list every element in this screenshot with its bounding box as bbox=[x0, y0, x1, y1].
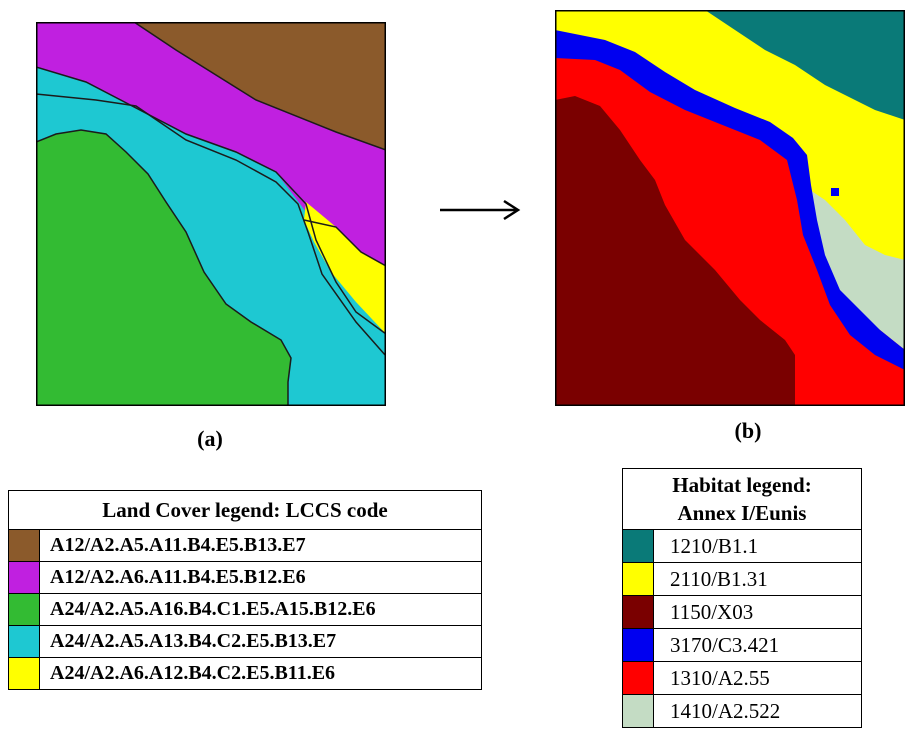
habitat-region-lightgreen bbox=[810, 190, 905, 350]
land-cover-region-magenta bbox=[36, 22, 386, 266]
legend-row: 3170/C3.421 bbox=[622, 628, 862, 662]
habitat-region-darkred bbox=[555, 96, 795, 406]
legend-swatch bbox=[622, 529, 654, 563]
habitat-legend-title-line1: Habitat legend: bbox=[672, 473, 812, 497]
caption-a: (a) bbox=[197, 426, 223, 451]
habitat-legend-title-line2: Annex I/Eunis bbox=[677, 501, 807, 525]
legend-swatch bbox=[8, 561, 40, 594]
habitat-legend: Habitat legend: Annex I/Eunis 1210/B1.1 … bbox=[622, 468, 862, 728]
legend-label: A24/A2.A5.A13.B4.C2.E5.B13.E7 bbox=[39, 625, 482, 658]
habitat-region-teal bbox=[705, 10, 905, 120]
legend-label: 2110/B1.31 bbox=[653, 562, 862, 596]
legend-swatch bbox=[622, 661, 654, 695]
legend-swatch bbox=[622, 595, 654, 629]
right-arrow-icon bbox=[440, 199, 521, 221]
land-cover-legend-title: Land Cover legend: LCCS code bbox=[8, 490, 482, 530]
legend-row: A12/A2.A5.A11.B4.E5.B13.E7 bbox=[8, 529, 482, 562]
habitat-region-blue bbox=[555, 30, 905, 370]
legend-label: 1150/X03 bbox=[653, 595, 862, 629]
legend-row: A24/A2.A6.A12.B4.C2.E5.B11.E6 bbox=[8, 657, 482, 690]
legend-row: 1410/A2.522 bbox=[622, 694, 862, 728]
legend-row: A24/A2.A5.A13.B4.C2.E5.B13.E7 bbox=[8, 625, 482, 658]
land-cover-region-green bbox=[36, 130, 291, 406]
legend-row: 1210/B1.1 bbox=[622, 529, 862, 563]
legend-label: 1310/A2.55 bbox=[653, 661, 862, 695]
land-cover-region-yellow bbox=[304, 202, 386, 334]
legend-label: A12/A2.A5.A11.B4.E5.B13.E7 bbox=[39, 529, 482, 562]
land-cover-region-brown bbox=[134, 22, 386, 150]
legend-label: A24/A2.A5.A16.B4.C1.E5.A15.B12.E6 bbox=[39, 593, 482, 626]
legend-row: 1310/A2.55 bbox=[622, 661, 862, 695]
land-cover-map bbox=[36, 22, 386, 406]
habitat-legend-title: Habitat legend: Annex I/Eunis bbox=[622, 468, 862, 530]
land-cover-legend: Land Cover legend: LCCS code A12/A2.A5.A… bbox=[8, 490, 482, 690]
legend-row: A24/A2.A5.A16.B4.C1.E5.A15.B12.E6 bbox=[8, 593, 482, 626]
legend-swatch bbox=[8, 657, 40, 690]
legend-row: A12/A2.A6.A11.B4.E5.B12.E6 bbox=[8, 561, 482, 594]
legend-label: 1210/B1.1 bbox=[653, 529, 862, 563]
legend-swatch bbox=[8, 625, 40, 658]
legend-label: 1410/A2.522 bbox=[653, 694, 862, 728]
caption-b: (b) bbox=[734, 418, 762, 443]
legend-swatch bbox=[622, 694, 654, 728]
legend-label: A12/A2.A6.A11.B4.E5.B12.E6 bbox=[39, 561, 482, 594]
legend-label: A24/A2.A6.A12.B4.C2.E5.B11.E6 bbox=[39, 657, 482, 690]
habitat-map bbox=[555, 10, 905, 406]
legend-label: 3170/C3.421 bbox=[653, 628, 862, 662]
legend-swatch bbox=[622, 562, 654, 596]
legend-row: 2110/B1.31 bbox=[622, 562, 862, 596]
legend-swatch bbox=[8, 593, 40, 626]
legend-swatch bbox=[8, 529, 40, 562]
legend-row: 1150/X03 bbox=[622, 595, 862, 629]
legend-swatch bbox=[622, 628, 654, 662]
